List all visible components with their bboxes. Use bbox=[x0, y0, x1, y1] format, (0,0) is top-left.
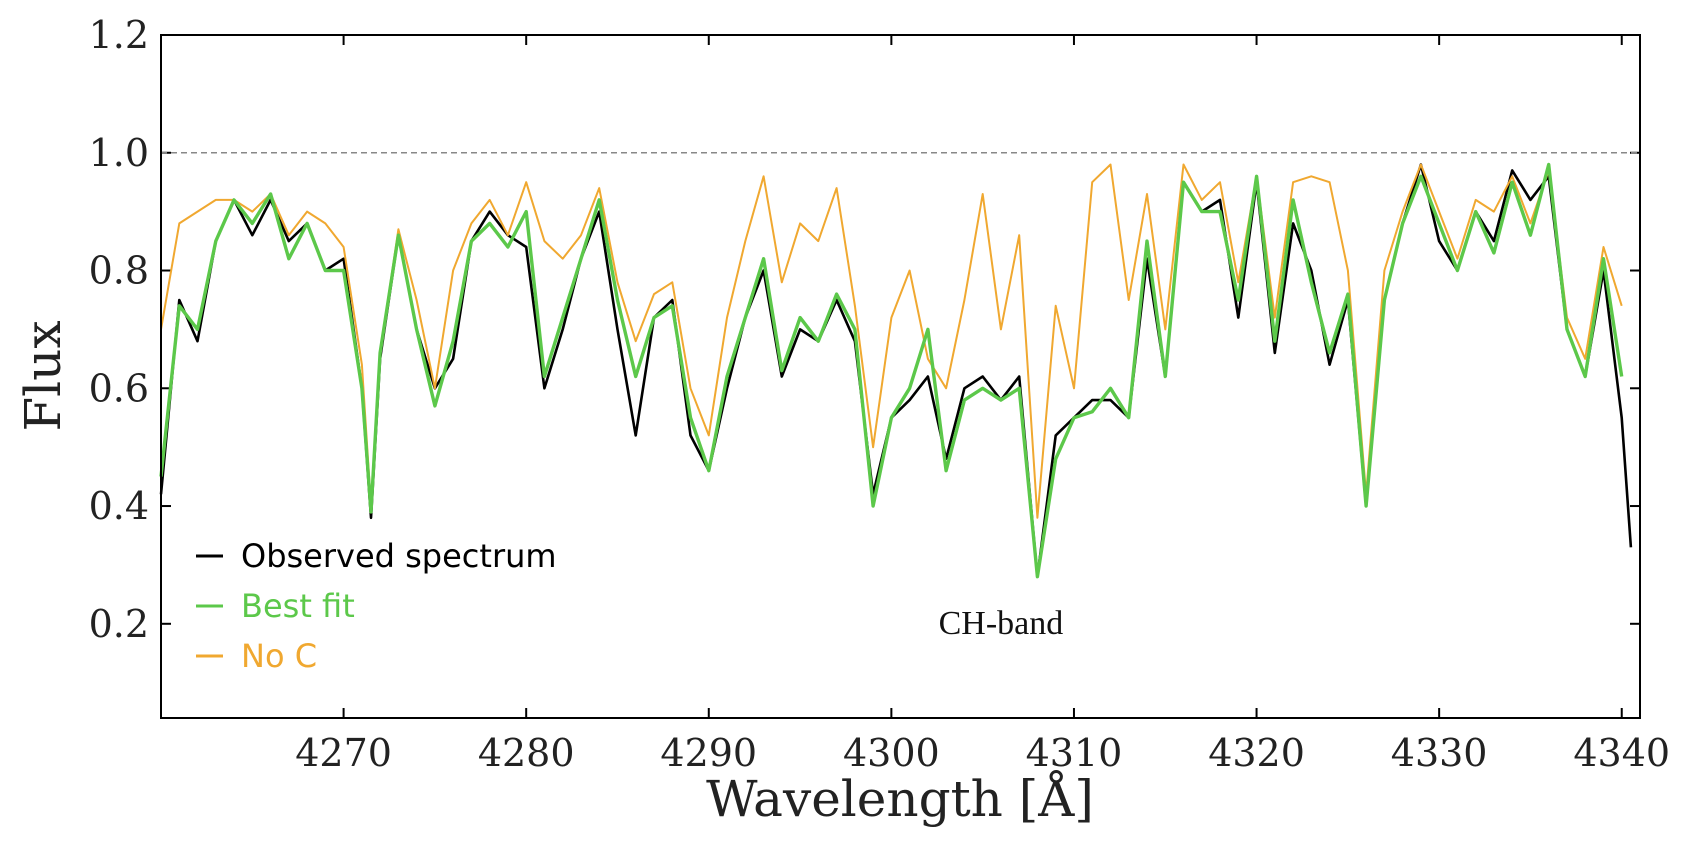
legend-label: Best fit bbox=[241, 587, 355, 625]
y-axis-label: Flux bbox=[14, 320, 72, 431]
legend-label: Observed spectrum bbox=[241, 537, 557, 575]
x-tick-label: 4300 bbox=[843, 731, 940, 775]
series-line bbox=[159, 163, 1633, 578]
series-line bbox=[160, 163, 1623, 519]
annotation: CH-band bbox=[939, 605, 1064, 642]
x-tick-label: 4310 bbox=[1026, 731, 1123, 775]
y-tick-label: 1.2 bbox=[89, 13, 149, 57]
x-tick-label: 4340 bbox=[1573, 731, 1670, 775]
y-tick-label: 0.8 bbox=[89, 249, 149, 293]
y-tick-label: 0.6 bbox=[89, 366, 149, 410]
x-axis-label: Wavelength [Å] bbox=[706, 769, 1094, 828]
y-tick-label: 0.2 bbox=[89, 602, 149, 646]
y-tick-label: 1.0 bbox=[89, 131, 149, 175]
series-line bbox=[159, 162, 1624, 579]
plot-frame bbox=[160, 34, 1641, 719]
y-tick-label: 0.4 bbox=[89, 484, 149, 528]
x-tick-label: 4270 bbox=[295, 731, 392, 775]
x-tick-label: 4280 bbox=[478, 731, 575, 775]
x-tick-label: 4290 bbox=[660, 731, 757, 775]
x-tick-label: 4320 bbox=[1208, 731, 1305, 775]
legend-label: No C bbox=[241, 637, 317, 675]
x-tick-label: 4330 bbox=[1391, 731, 1488, 775]
